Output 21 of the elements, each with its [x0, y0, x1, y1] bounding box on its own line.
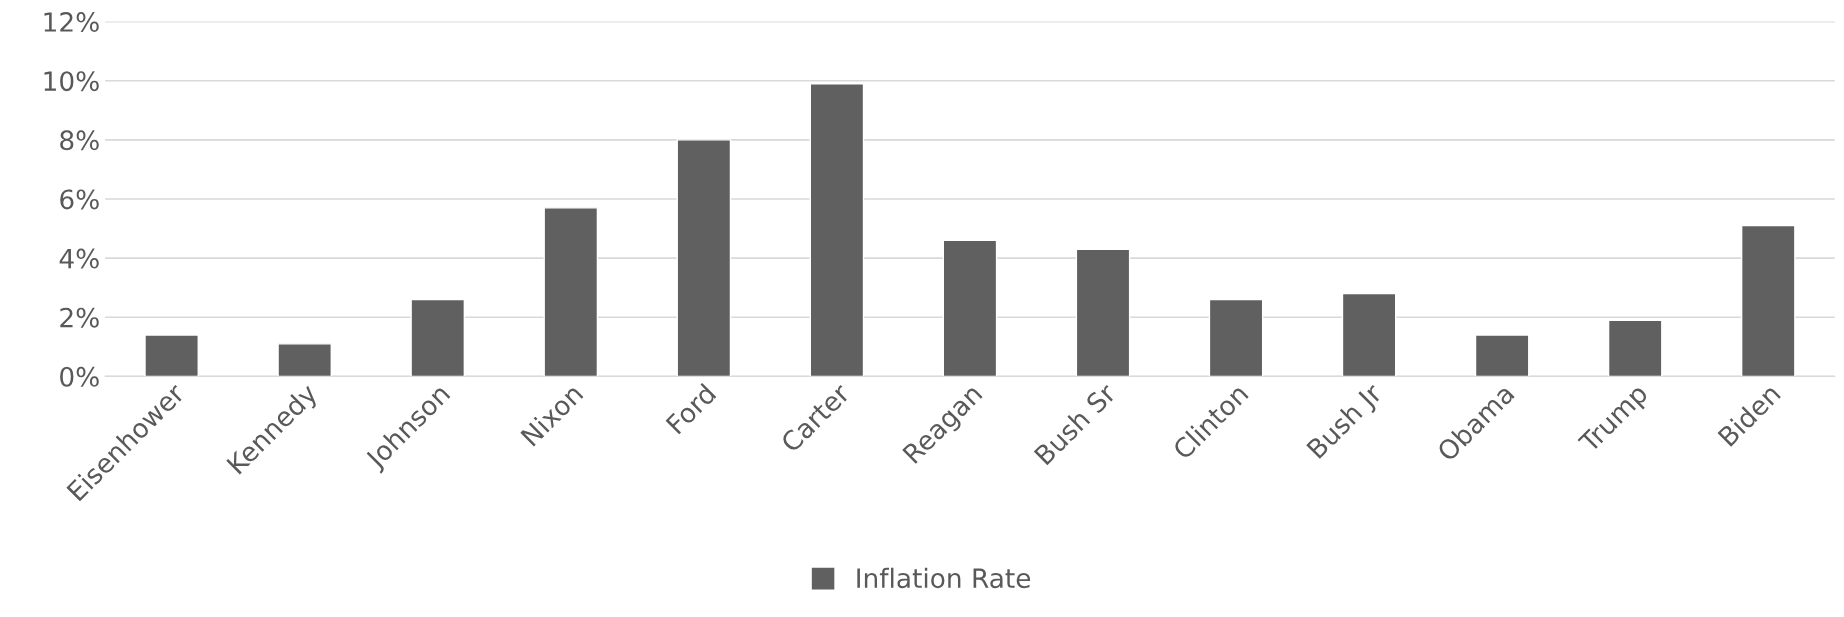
y-tick-label: 12%	[44, 12, 99, 32]
y-tick-label: 6%	[60, 189, 99, 210]
bar	[1341, 292, 1397, 377]
bar	[1208, 298, 1264, 377]
legend-label: Inflation Rate	[857, 567, 1031, 589]
bar	[1075, 248, 1131, 377]
y-tick-label: 8%	[60, 130, 99, 151]
bar	[144, 334, 199, 377]
bar	[277, 343, 332, 377]
bar	[1740, 224, 1796, 377]
y-tick-label: 10%	[44, 71, 99, 92]
bar	[809, 82, 865, 377]
bar	[410, 298, 466, 377]
bar	[1474, 334, 1530, 377]
bar	[676, 139, 732, 377]
y-tick-label: 0%	[60, 366, 99, 387]
y-tick-label: 4%	[59, 248, 99, 269]
y-tick-label: 2%	[60, 307, 99, 328]
bar	[543, 207, 599, 377]
bar	[942, 239, 998, 377]
bar	[1607, 319, 1663, 377]
